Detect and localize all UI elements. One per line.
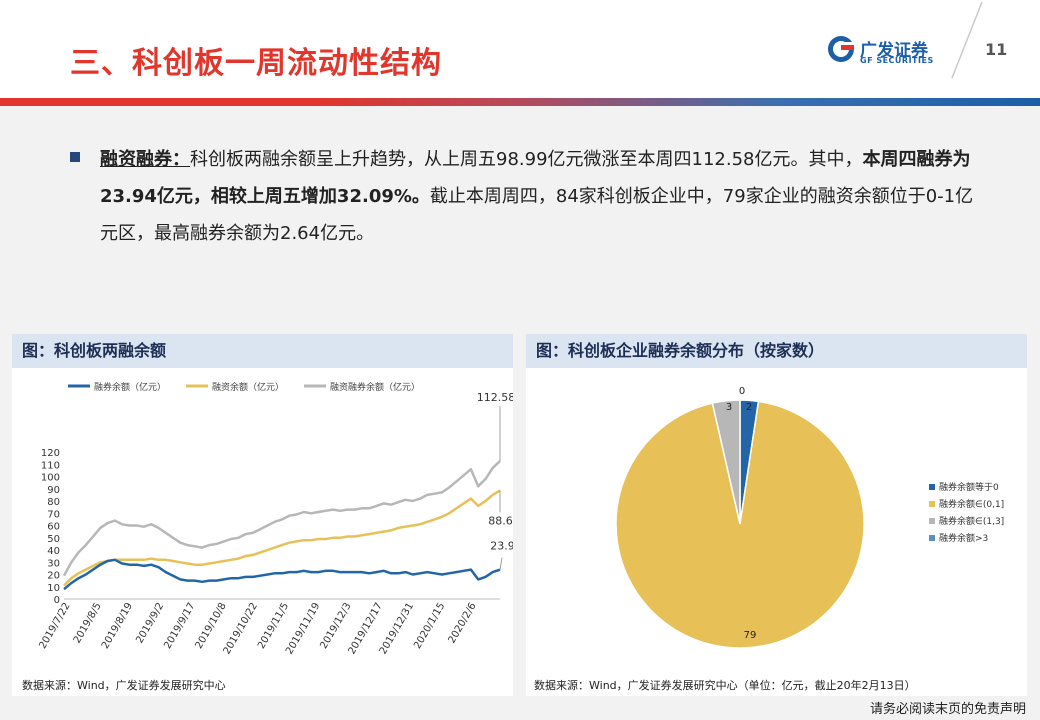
pie-chart-panel: 图：科创板企业融券余额分布（按家数） 2 79 3 0 融券余额等于0 融券余额∈(0,1… xyxy=(526,334,1027,696)
y-tick-label-4: 40 xyxy=(47,546,60,557)
y-tick-label-9: 90 xyxy=(47,485,60,496)
summary-label: 融资融券： xyxy=(100,149,190,170)
page-number: 11 xyxy=(985,40,1008,59)
x-tick-label-6: 2019/10/22 xyxy=(222,601,260,656)
y-tick-label-1: 10 xyxy=(47,583,60,594)
logo-icon xyxy=(828,36,854,62)
line-chart-title: 图：科创板两融余额 xyxy=(12,334,513,368)
y-tick-label-3: 30 xyxy=(47,558,60,569)
y-tick-label-12: 120 xyxy=(41,448,60,459)
y-tick-label-2: 20 xyxy=(47,571,60,582)
x-tick-label-13: 2020/2/6 xyxy=(447,601,479,645)
legend-label-0: 融券余额（亿元） xyxy=(94,381,166,393)
series-line-0 xyxy=(63,558,501,591)
logo-text-cn: 广发证券 xyxy=(860,41,928,61)
x-tick-label-9: 2019/12/3 xyxy=(319,601,354,651)
pie-legend-swatch-0 xyxy=(929,484,935,490)
legend-label-1: 融资余额（亿元） xyxy=(212,381,284,393)
x-tick-label-0: 2019/7/22 xyxy=(37,601,72,651)
line-chart-source: 数据来源：Wind，广发证券发展研究中心 xyxy=(22,679,226,692)
pie-legend-label-1: 融券余额∈(0,1] xyxy=(939,498,1004,510)
pie-value-label-1: 79 xyxy=(744,630,757,641)
y-tick-label-5: 50 xyxy=(47,534,60,545)
pie-slice-2 xyxy=(711,399,741,525)
header-bar xyxy=(0,98,1040,106)
x-tick-label-5: 2019/10/8 xyxy=(194,601,229,651)
x-tick-label-11: 2019/12/31 xyxy=(378,601,416,656)
y-tick-label-0: 0 xyxy=(54,595,60,606)
legend-label-2: 融资融券余额（亿元） xyxy=(330,381,420,393)
y-tick-label-6: 60 xyxy=(47,522,60,533)
end-label-leader-0 xyxy=(499,557,503,570)
pie-legend-swatch-1 xyxy=(929,501,935,507)
company-logo: 广发证券 GF SECURITIES xyxy=(826,34,946,68)
end-label-2: 112.58 xyxy=(477,391,513,404)
pie-chart-source: 数据来源：Wind，广发证券发展研究中心（单位：亿元，截止20年2月13日） xyxy=(534,679,916,692)
pie-slice-1 xyxy=(615,400,865,649)
pie-legend-label-0: 融券余额等于0 xyxy=(939,481,999,493)
pie-value-label-0: 2 xyxy=(746,402,752,413)
x-tick-label-12: 2020/1/15 xyxy=(412,601,447,651)
line-chart-panel: 图：科创板两融余额 融券余额（亿元） 融资余额（亿元） 融资融券余额（亿元） 0 10 2… xyxy=(12,334,513,696)
y-tick-label-8: 80 xyxy=(47,497,60,508)
pie-legend-label-3: 融券余额>3 xyxy=(939,532,988,544)
y-tick-label-11: 110 xyxy=(41,460,60,471)
pie-value-label-2: 3 xyxy=(726,402,732,413)
series-line-1 xyxy=(63,489,501,587)
pie-legend-swatch-2 xyxy=(929,518,935,524)
pie-legend-swatch-3 xyxy=(929,535,935,541)
x-tick-label-7: 2019/11/5 xyxy=(256,601,291,651)
summary-text-1: 科创板两融余额呈上升趋势，从上周五98.99亿元微涨至本周四112.58亿元。其… xyxy=(190,149,863,170)
header-divider xyxy=(951,1,983,79)
x-tick-label-8: 2019/11/19 xyxy=(284,601,322,656)
summary-bold: 本周四融券为23.94亿元，相较上周五增加32.09%。 xyxy=(100,149,971,207)
pie-value-label-3: 0 xyxy=(739,386,745,397)
logo-text-en: GF SECURITIES xyxy=(860,56,934,65)
x-tick-label-4: 2019/9/17 xyxy=(162,601,197,651)
pie-chart: 2 79 30 融券余额等于0 融券余额∈(0,1] 融券余额∈(1,3] 融券余额>3 xyxy=(615,386,1004,649)
bullet-icon xyxy=(70,152,80,162)
page-title: 三、科创板一周流动性结构 xyxy=(70,46,442,81)
end-label-0: 23.94 xyxy=(490,540,513,553)
disclaimer-footer: 请务必阅读末页的免责声明 xyxy=(869,702,1026,717)
y-tick-label-10: 100 xyxy=(41,473,60,484)
series-line-2 xyxy=(62,460,501,577)
summary-paragraph: 融资融券：科创板两融余额呈上升趋势，从上周五98.99亿元微涨至本周四112.5… xyxy=(100,141,980,252)
pie-chart-title: 图：科创板企业融券余额分布（按家数） xyxy=(526,334,1027,368)
x-tick-label-2: 2019/8/19 xyxy=(100,601,135,651)
x-tick-label-3: 2019/9/2 xyxy=(134,601,166,645)
summary-text-2: 截止本周周四，84家科创板企业中，79家企业的融资余额位于0-1亿元区，最高融券… xyxy=(100,186,974,244)
end-label-1: 88.64 xyxy=(488,514,513,527)
y-tick-label-7: 70 xyxy=(47,509,60,520)
x-tick-label-1: 2019/8/5 xyxy=(72,601,104,645)
pie-legend-label-2: 融券余额∈(1,3] xyxy=(939,515,1004,527)
